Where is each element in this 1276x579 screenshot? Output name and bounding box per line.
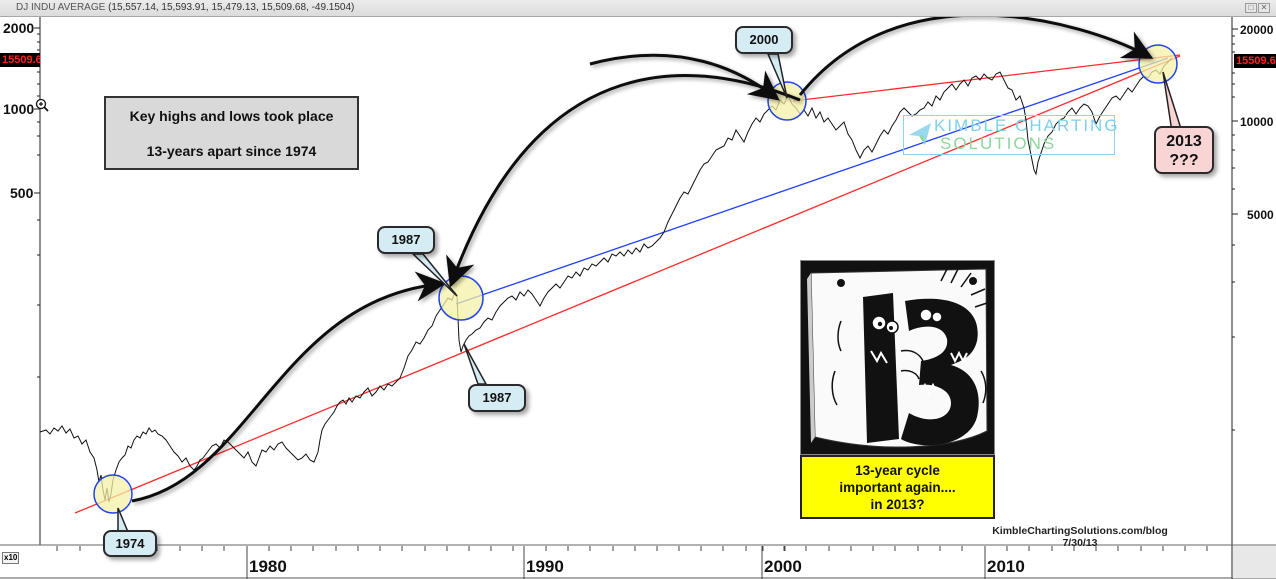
chart-canvas: 2000 1000 500 20000 10000 5000 — [0, 17, 1276, 579]
watermark-line1: KIMBLE CHARTING — [934, 116, 1120, 135]
annotation-note-box: Key highs and lows took place 13-years a… — [104, 96, 359, 170]
cartoon-13-image — [800, 260, 995, 455]
window-title: DJ INDU AVERAGE (15,557.14, 15,593.91, 1… — [16, 2, 354, 13]
callout-2013: 2013 ??? — [1154, 126, 1214, 174]
x-label-1980: 1980 — [249, 557, 287, 576]
window-titlebar: DJ INDU AVERAGE (15,557.14, 15,593.91, 1… — [0, 0, 1276, 17]
x-label-2010: 2010 — [987, 557, 1025, 576]
price-line — [39, 57, 1173, 503]
axis-corner — [1233, 546, 1276, 578]
caption-line1: 13-year cycle — [855, 463, 940, 478]
callout-2013-year: 2013 — [1166, 133, 1202, 150]
callout-pointers — [117, 53, 788, 533]
arrow-2000-to-1987 — [446, 74, 801, 288]
arrow-1974-to-1987 — [131, 271, 446, 503]
y-right-10000: 10000 — [1240, 115, 1274, 129]
close-button[interactable]: ✕ — [1258, 3, 1270, 13]
credit-url: KimbleChartingSolutions.com/blog — [992, 525, 1168, 537]
blue-trendline-1987 — [455, 57, 1169, 305]
scale-badge[interactable]: x10 — [2, 552, 20, 564]
symbol-name: DJ INDU AVERAGE — [16, 2, 106, 13]
y-right-20000: 20000 — [1240, 23, 1274, 37]
restore-button[interactable]: □ — [1245, 3, 1257, 13]
ohlc-values: (15,557.14, 15,593.91, 15,479.13, 15,509… — [108, 2, 355, 13]
y-right-5000: 5000 — [1247, 208, 1274, 222]
callout-1987-high: 1987 — [377, 226, 435, 254]
x-label-2000: 2000 — [764, 557, 802, 576]
watermark-line2: SOLUTIONS — [940, 134, 1057, 153]
credit-date: 7/30/13 — [1062, 537, 1098, 549]
kimble-watermark: KIMBLE CHARTING SOLUTIONS — [903, 115, 1118, 155]
window-controls: □ ✕ — [1245, 3, 1270, 13]
highlight-2013 — [1138, 44, 1178, 84]
last-price-tag-left: 15509.6 — [0, 53, 40, 67]
callout-1974: 1974 — [103, 530, 157, 557]
left-axis-ticks — [34, 27, 40, 378]
y-left-1000: 1000 — [3, 101, 34, 117]
arrow-1987-to-2000 — [589, 53, 780, 101]
zoom-in-cursor-icon — [35, 98, 49, 112]
watermark-arrow-icon — [909, 123, 931, 145]
y-left-2000: 2000 — [3, 20, 34, 36]
arrow-2000-to-2013 — [798, 17, 1154, 96]
cycle-arrows — [131, 17, 1154, 503]
right-axis-ticks — [1232, 28, 1238, 431]
red-trendline-1974 — [74, 55, 1181, 514]
highlight-1974-low — [93, 474, 133, 514]
callout-pointer-2013 — [1162, 71, 1184, 133]
chart-area[interactable]: 2000 1000 500 20000 10000 5000 — [0, 17, 1276, 579]
note-line2: 13-years apart since 1974 — [146, 143, 317, 159]
red-trendline-2000 — [792, 54, 1181, 102]
last-price-tag-right: 15509.6 — [1234, 54, 1276, 68]
callout-2013-question: ??? — [1169, 152, 1199, 169]
x-axis-ticks — [56, 546, 1208, 579]
cycle-caption-box: 13-year cycle important again.... in 201… — [800, 455, 995, 519]
note-line1: Key highs and lows took place — [129, 108, 334, 124]
callout-2000: 2000 — [735, 26, 793, 54]
caption-line3: in 2013? — [870, 497, 925, 512]
y-left-500: 500 — [10, 185, 34, 201]
highlight-2000-high — [767, 81, 807, 121]
caption-line2: important again.... — [839, 480, 956, 495]
x-label-1990: 1990 — [526, 557, 564, 576]
callout-1987-low: 1987 — [468, 384, 526, 412]
frightened-13-calendar-icon — [801, 261, 994, 454]
credit-text: KimbleChartingSolutions.com/blog 7/30/13 — [980, 525, 1180, 549]
